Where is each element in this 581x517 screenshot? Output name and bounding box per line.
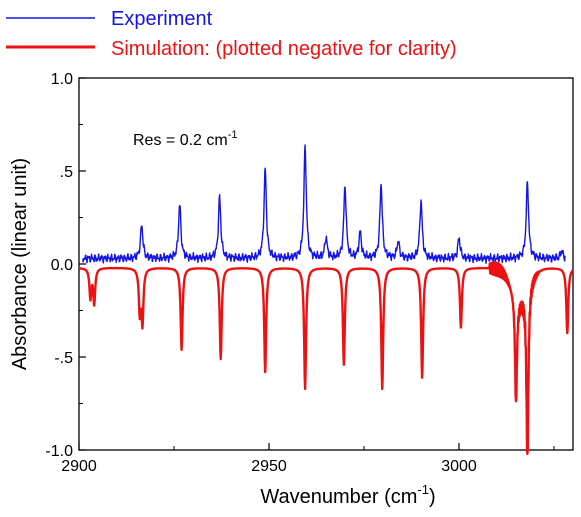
y-tick-label: 1.0 — [51, 71, 73, 88]
y-tick-label: .5 — [60, 164, 73, 181]
legend-label-simulation: Simulation: (plotted negative for clarit… — [111, 38, 457, 60]
resolution-annotation: Res = 0.2 cm-1 — [133, 129, 237, 149]
x-axis-label-close: ) — [429, 486, 436, 508]
x-axis-label-text: Wavenumber (cm — [260, 486, 417, 508]
y-tick-label: -.5 — [54, 350, 73, 367]
series-line-experiment — [82, 144, 566, 264]
x-tick-label: 2950 — [251, 458, 287, 475]
x-axis-label-sup: -1 — [417, 482, 429, 497]
y-axis-label: Absorbance (linear unit) — [9, 158, 31, 370]
axis-ticks: -1.0 -.5 0.0 .5 1.0 2900 2950 3000 — [45, 71, 555, 475]
x-tick-label: 2900 — [61, 458, 97, 475]
y-tick-label: -1.0 — [45, 443, 73, 460]
legend-label-experiment: Experiment — [111, 8, 213, 30]
legend: Experiment Simulation: (plotted negative… — [6, 8, 457, 60]
resolution-text: Res = 0.2 cm — [133, 132, 228, 149]
resolution-unit-sup: -1 — [228, 129, 238, 141]
series-layer — [78, 144, 574, 455]
series-line-simulation — [78, 261, 574, 455]
y-tick-label: 0.0 — [51, 257, 73, 274]
x-tick-label: 3000 — [441, 458, 477, 475]
x-axis-label: Wavenumber (cm-1) — [260, 482, 435, 508]
